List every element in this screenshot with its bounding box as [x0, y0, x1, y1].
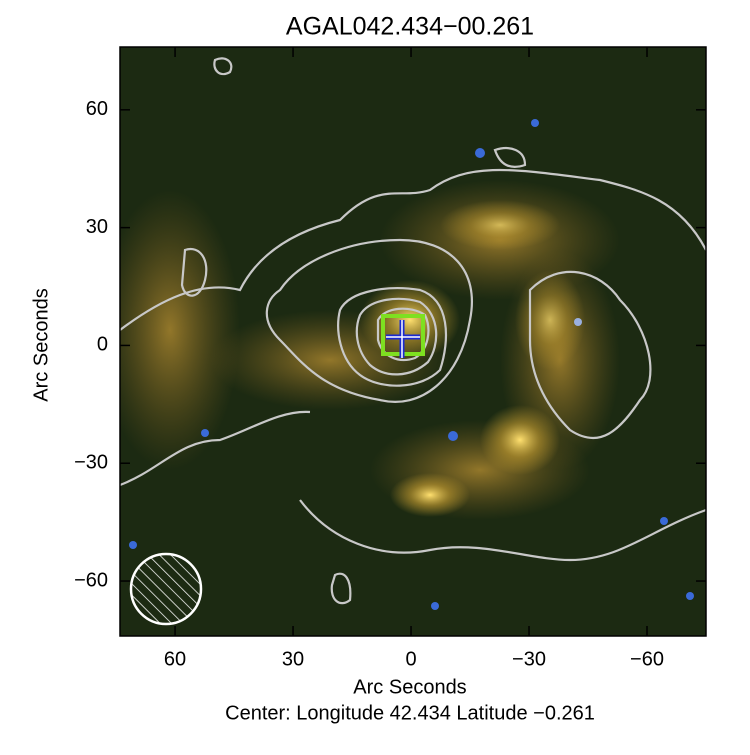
sky-image [120, 47, 706, 636]
contour [355, 297, 438, 376]
emission [440, 200, 560, 250]
star [660, 517, 668, 525]
source-cross [386, 320, 420, 358]
plot-frame [119, 46, 707, 637]
x-tick-label: −30 [512, 648, 546, 670]
x-tick-label: 30 [282, 648, 304, 670]
y-tick-label: 60 [86, 98, 108, 120]
contour [265, 238, 473, 403]
contour [528, 270, 652, 440]
y-tick-label: −30 [74, 452, 108, 474]
star [129, 541, 137, 549]
x-tick-label: 0 [405, 648, 416, 670]
star [686, 592, 694, 600]
subtitle: Center: Longitude 42.434 Latitude −0.261 [225, 702, 595, 724]
star [431, 602, 439, 610]
contour [120, 168, 706, 331]
x-axis-label: Arc Seconds [353, 676, 466, 698]
beam [129, 552, 203, 626]
star [448, 431, 458, 441]
emission [515, 270, 585, 370]
y-tick-label: −60 [74, 569, 108, 591]
chart-title: AGAL042.434−00.261 [286, 13, 534, 41]
emission [120, 190, 240, 470]
contour [180, 57, 527, 605]
star [574, 318, 582, 326]
x-tick-label: −60 [630, 648, 664, 670]
x-tick-label: 60 [164, 648, 186, 670]
y-tick-label: 30 [86, 216, 108, 238]
y-axis-label: Arc Seconds [30, 288, 52, 401]
emission [480, 405, 560, 475]
contour [120, 410, 706, 562]
star [201, 429, 209, 437]
contour [337, 287, 448, 387]
y-tick-label: 0 [97, 334, 108, 356]
star [475, 148, 485, 158]
star [531, 119, 539, 127]
emission [390, 473, 470, 517]
